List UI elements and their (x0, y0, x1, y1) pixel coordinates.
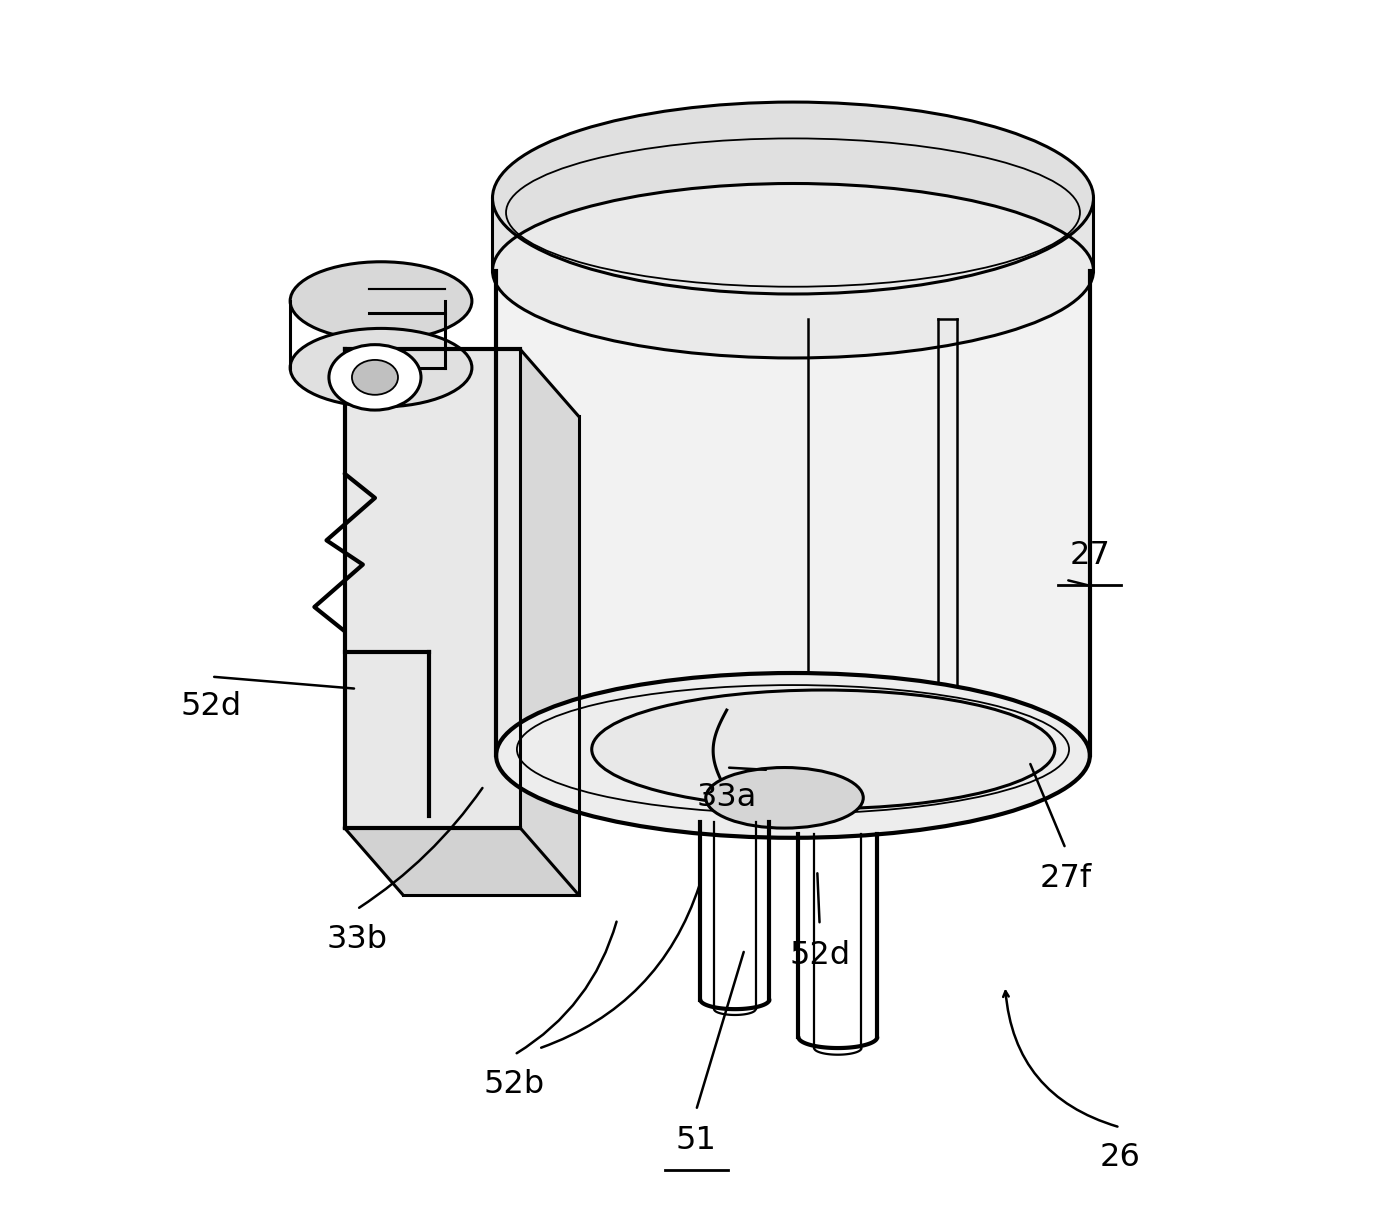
Text: 27: 27 (1070, 540, 1111, 571)
Ellipse shape (290, 262, 472, 340)
Ellipse shape (328, 344, 421, 410)
Polygon shape (493, 198, 1093, 271)
Text: 52b: 52b (484, 1070, 545, 1100)
Text: 52d: 52d (181, 692, 241, 722)
Ellipse shape (352, 360, 397, 395)
Text: 51: 51 (676, 1125, 716, 1157)
Text: 33a: 33a (697, 782, 756, 814)
Text: 27f: 27f (1039, 864, 1092, 894)
Polygon shape (345, 349, 520, 828)
Polygon shape (345, 828, 578, 894)
Ellipse shape (592, 691, 1054, 809)
Ellipse shape (705, 767, 864, 828)
Text: 33b: 33b (326, 924, 388, 955)
Ellipse shape (290, 328, 472, 407)
Ellipse shape (497, 673, 1090, 838)
Text: 26: 26 (1100, 1142, 1141, 1174)
Ellipse shape (493, 102, 1093, 294)
Ellipse shape (493, 183, 1093, 357)
Polygon shape (497, 271, 1090, 755)
Polygon shape (520, 349, 578, 894)
Text: 52d: 52d (789, 939, 850, 971)
